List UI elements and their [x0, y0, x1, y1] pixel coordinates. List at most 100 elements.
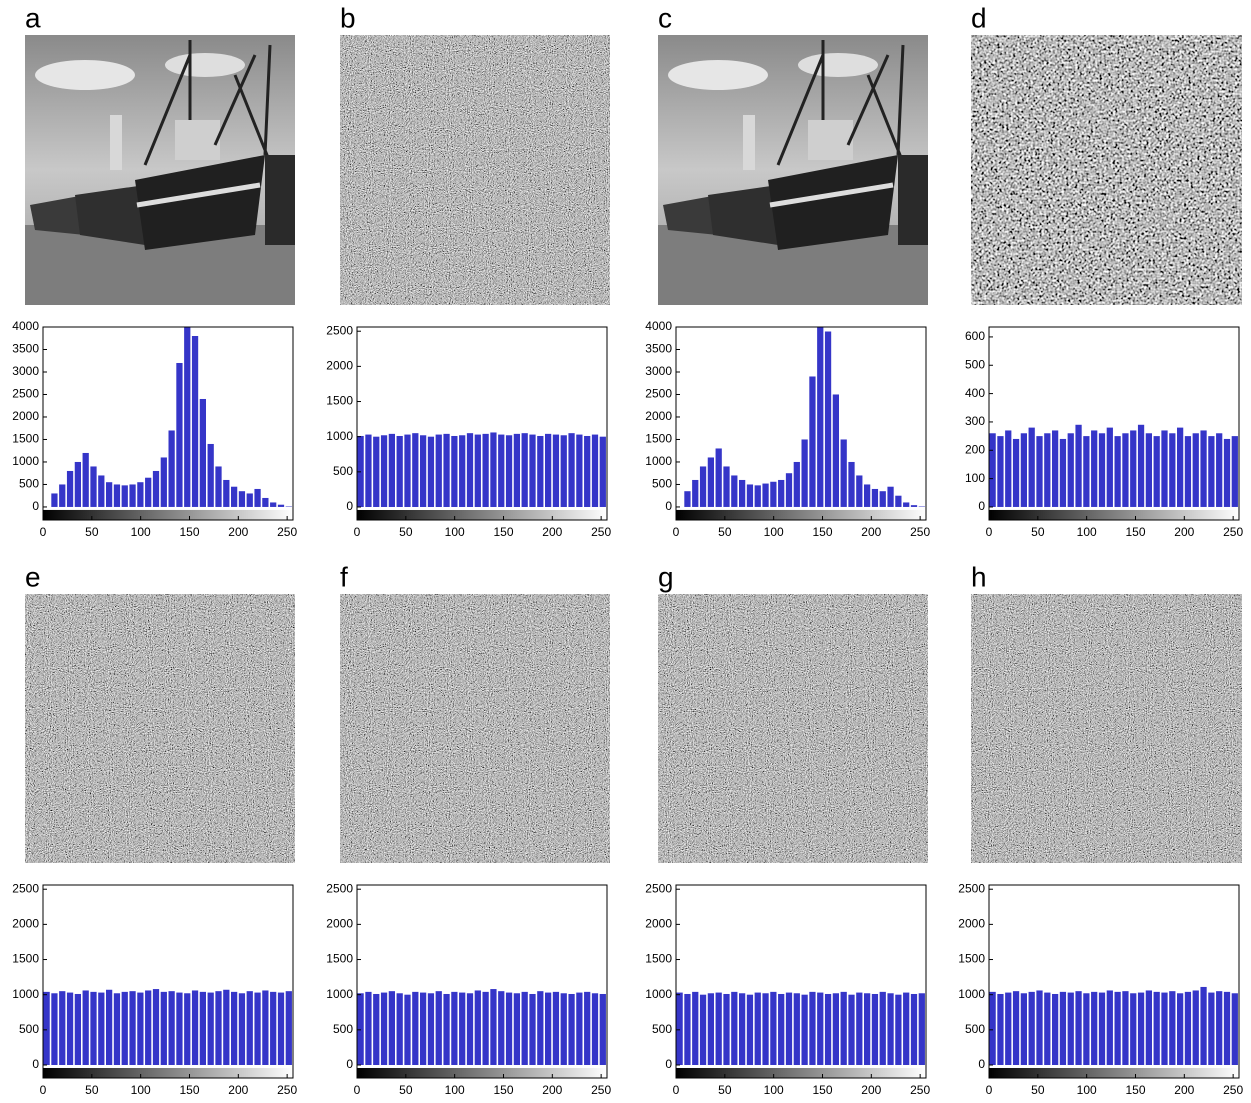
bar — [1029, 992, 1035, 1065]
bar — [919, 993, 925, 1065]
colorbar — [43, 1068, 293, 1078]
bar — [1036, 436, 1042, 507]
bar — [397, 993, 403, 1065]
bar — [692, 992, 698, 1065]
bar — [1107, 428, 1113, 507]
bar — [1216, 433, 1222, 507]
y-tick-label: 0 — [32, 499, 39, 513]
y-tick-label: 2000 — [326, 917, 353, 931]
bar — [358, 993, 364, 1065]
bar — [856, 993, 862, 1065]
bar — [1021, 993, 1027, 1065]
bar — [365, 992, 371, 1065]
bar — [83, 453, 89, 507]
bar — [561, 993, 567, 1065]
bar — [739, 480, 745, 507]
bar — [44, 992, 50, 1065]
x-tick-label: 250 — [591, 1083, 611, 1097]
bar — [561, 435, 567, 507]
bar — [1075, 991, 1081, 1065]
bar — [841, 992, 847, 1065]
y-tick-label: 1500 — [958, 952, 985, 966]
bar — [1052, 430, 1058, 507]
bar — [553, 992, 559, 1065]
bar — [420, 993, 426, 1065]
bar — [887, 487, 893, 507]
bar — [262, 990, 268, 1065]
bar — [1154, 992, 1160, 1065]
bar — [1216, 991, 1222, 1065]
y-tick-label: 400 — [965, 386, 985, 400]
bar — [428, 437, 434, 507]
bar — [592, 993, 598, 1065]
bar — [903, 502, 909, 506]
bar — [794, 462, 800, 507]
bar — [231, 487, 237, 507]
bar — [389, 434, 395, 507]
bar — [373, 994, 379, 1065]
bar — [700, 466, 706, 506]
bar — [1044, 993, 1050, 1065]
bar — [490, 989, 496, 1065]
bar — [1060, 992, 1066, 1065]
bar — [1013, 991, 1019, 1065]
x-tick-label: 250 — [1223, 1083, 1243, 1097]
bar — [498, 991, 504, 1065]
bar — [208, 993, 214, 1065]
bar — [856, 475, 862, 506]
bar — [184, 993, 190, 1065]
bar — [723, 466, 729, 506]
bar — [747, 995, 753, 1065]
y-tick-label: 500 — [19, 477, 39, 491]
y-tick-label: 0 — [32, 1057, 39, 1071]
bar — [1091, 430, 1097, 507]
colorbar — [676, 1068, 926, 1078]
bar — [137, 482, 143, 507]
panel-label: a — [25, 2, 41, 33]
x-tick-label: 100 — [1077, 1083, 1097, 1097]
x-tick-label: 50 — [1031, 525, 1045, 539]
bar — [208, 444, 214, 507]
y-tick-label: 500 — [652, 477, 672, 491]
bar — [778, 994, 784, 1065]
bar — [1208, 993, 1214, 1065]
bar — [1177, 428, 1183, 507]
bar — [770, 992, 776, 1065]
bar — [286, 991, 292, 1065]
panel-label: b — [340, 2, 356, 33]
y-tick-label: 1000 — [645, 987, 672, 1001]
bar — [755, 993, 761, 1065]
encrypted-image — [25, 594, 295, 863]
bar — [568, 994, 574, 1065]
bar — [514, 434, 520, 507]
bar — [739, 993, 745, 1065]
bar — [1224, 439, 1230, 507]
bar — [75, 994, 81, 1065]
y-tick-label: 2000 — [326, 359, 353, 373]
x-tick-label: 0 — [40, 525, 47, 539]
encrypted-image — [971, 35, 1242, 305]
x-tick-label: 250 — [277, 525, 297, 539]
bar — [568, 433, 574, 507]
bar — [1122, 433, 1128, 507]
bar — [684, 994, 690, 1065]
bar — [98, 993, 104, 1065]
bar — [192, 336, 198, 507]
y-tick-label: 3500 — [645, 342, 672, 356]
bar — [895, 496, 901, 507]
y-tick-label: 2000 — [958, 917, 985, 931]
bar — [1107, 990, 1113, 1065]
x-tick-label: 150 — [812, 525, 832, 539]
colorbar — [989, 510, 1239, 520]
bar — [592, 435, 598, 507]
bar — [833, 993, 839, 1065]
bar — [200, 399, 206, 507]
colorbar — [989, 1068, 1239, 1078]
bar — [90, 466, 96, 506]
bar — [708, 993, 714, 1065]
bar — [911, 994, 917, 1065]
x-tick-label: 50 — [718, 525, 732, 539]
bar — [451, 436, 457, 507]
x-tick-label: 250 — [910, 1083, 930, 1097]
bar — [262, 498, 268, 507]
